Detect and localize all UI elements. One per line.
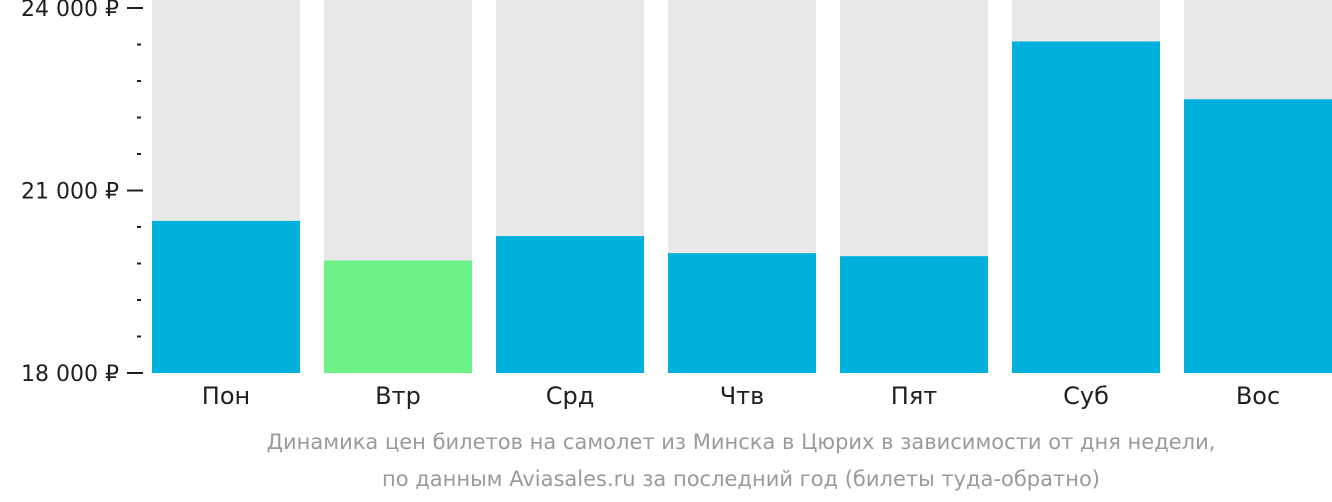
price-bar-chart: 18 000 ₽ 21 000 ₽ 24 000 ₽ Пон Втр Срд Чтв Пят С… xyxy=(21,0,1332,410)
x-tick-label: Вос xyxy=(1236,382,1280,410)
bar-6 xyxy=(1012,41,1160,373)
bar-7 xyxy=(1184,99,1332,373)
y-tick-label: 18 000 ₽ xyxy=(21,362,119,387)
x-tick-label: Срд xyxy=(546,382,595,410)
x-tick-label: Пят xyxy=(891,382,937,410)
x-tick-label: Чтв xyxy=(720,382,765,410)
bar-1 xyxy=(152,220,300,373)
bar-2 xyxy=(324,260,472,373)
x-tick-label: Суб xyxy=(1063,382,1109,410)
chart-caption-line-2: по данным Aviasales.ru за последний год … xyxy=(382,467,1100,491)
y-tick-label: 24 000 ₽ xyxy=(21,0,119,22)
x-tick-label: Втр xyxy=(375,382,421,410)
chart-caption-line-1: Динамика цен билетов на самолет из Минск… xyxy=(266,430,1216,454)
bar-3 xyxy=(496,236,644,373)
y-tick-label: 21 000 ₽ xyxy=(21,180,119,205)
x-tick-label: Пон xyxy=(202,382,250,410)
bar-5 xyxy=(840,256,988,373)
bar-4 xyxy=(668,253,816,373)
